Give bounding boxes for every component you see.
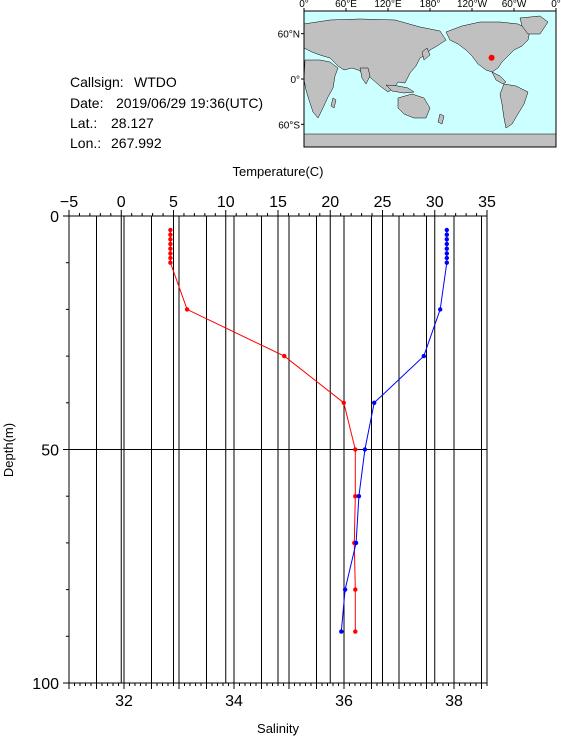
salinity-tick-labels: 32 34 36 38 [115,693,463,710]
temperature-tick-label: 0 [117,194,126,211]
land-central-america [491,71,507,85]
temperature-tick-label: 35 [478,194,496,211]
temperature-tick-labels: −5 0 5 10 15 20 25 30 35 [60,194,496,211]
map-longitude-labels: 0° 60°E 120°E 180° 120°W 60°W 0° [299,0,561,10]
map-lon-tick-label: 120°W [457,0,488,10]
depth-tick-labels: 0 50 100 [32,209,59,693]
salinity-axis-title: Salinity [257,721,299,736]
map-latitude-labels: 60°N 0° 60°S [278,30,301,132]
station-info: Callsign: WTDO Date: 2019/06/29 19:36(UT… [70,74,263,151]
lon-label: Lon.: [70,135,101,151]
date-label: Date: [70,95,103,111]
salinity-data-point [444,246,449,251]
lat-label: Lat.: [70,115,97,131]
map-lon-tick-label: 60°E [335,0,357,10]
land-greenland [519,15,549,35]
salinity-data-point [438,307,443,312]
land-south-america [499,83,529,129]
map-lon-tick-label: 120°E [374,0,402,10]
salinity-data-point [444,232,449,237]
temperature-axis-title: Temperature(C) [232,164,323,179]
temperature-profile-line [169,230,356,632]
map-lat-tick-label: 60°N [278,30,300,41]
station-location-marker [488,54,495,61]
land-madagascar [330,97,337,109]
lat-value: 28.127 [111,115,154,131]
map-lon-tick-label: 60°W [502,0,527,10]
temperature-data-point [341,400,346,405]
salinity-data-point [444,260,449,265]
axis-tick-marks [63,210,488,689]
temperature-tick-label: 20 [321,194,339,211]
depth-axis-title: Depth(m) [1,423,16,477]
map-landmasses [303,15,557,148]
salinity-data-point [362,447,368,452]
salinity-tick-label: 36 [335,693,353,710]
land-north-america [445,21,531,73]
date-value: 2019/06/29 19:36(UTC) [116,95,263,111]
land-eurasia [303,18,447,93]
land-africa [303,59,339,119]
temperature-data-point [168,227,173,233]
temperature-data-point [184,307,190,312]
data-series [168,227,449,634]
salinity-data-point [444,227,449,233]
temperature-data-point [168,260,173,265]
temperature-tick-label: −5 [60,194,78,211]
map-tick-marks [301,8,557,125]
lon-value: 267.992 [111,135,162,151]
land-antarctica [303,133,557,148]
salinity-tick-label: 34 [225,693,243,710]
salinity-tick-label: 38 [445,693,463,710]
salinity-profile-line [340,230,448,632]
temperature-data-point [168,251,173,256]
temperature-data-point [168,232,173,237]
depth-tick-label: 100 [32,676,59,693]
temperature-data-point [353,494,358,499]
salinity-data-point [339,629,344,634]
salinity-tick-label: 32 [115,693,133,710]
salinity-data-point [444,255,449,261]
salinity-data-point [353,540,359,546]
world-map-inset: 0° 60°E 120°E 180° 120°W 60°W 0° 60°N 0° 60°S [278,0,561,148]
temperature-tick-label: 25 [374,194,392,211]
temperature-tick-label: 10 [217,194,235,211]
salinity-data-point [356,494,362,499]
land-australia [397,93,431,119]
temperature-data-point [282,353,287,359]
depth-tick-label: 0 [50,209,59,226]
salinity-data-point [421,353,426,359]
temperature-data-point [353,629,358,634]
map-lon-tick-label: 0° [299,0,309,10]
land-india [359,67,371,85]
callsign-label: Callsign: [70,74,124,90]
salinity-data-point [372,400,377,405]
land-japan [421,47,431,61]
map-lat-tick-label: 0° [290,75,300,86]
callsign-value: WTDO [134,74,177,90]
salinity-data-point [444,251,449,256]
temperature-tick-label: 15 [269,194,287,211]
map-lon-tick-label: 180° [420,0,441,10]
plot-grid [69,216,487,683]
temperature-data-point [353,587,358,592]
salinity-data-point [342,587,348,592]
temperature-data-point [353,447,358,452]
temperature-data-point [168,237,173,242]
temperature-data-point [168,255,173,261]
temperature-tick-label: 5 [169,194,178,211]
salinity-data-point [444,237,449,242]
temperature-tick-label: 30 [426,194,444,211]
land-indonesia [385,84,415,94]
land-newzealand [437,113,445,125]
depth-tick-label: 50 [41,443,59,460]
map-lat-tick-label: 60°S [278,120,300,131]
temperature-data-point [168,241,173,247]
temperature-data-point [168,246,173,251]
map-lon-tick-label: 0° [551,0,561,10]
salinity-data-point [444,241,449,247]
